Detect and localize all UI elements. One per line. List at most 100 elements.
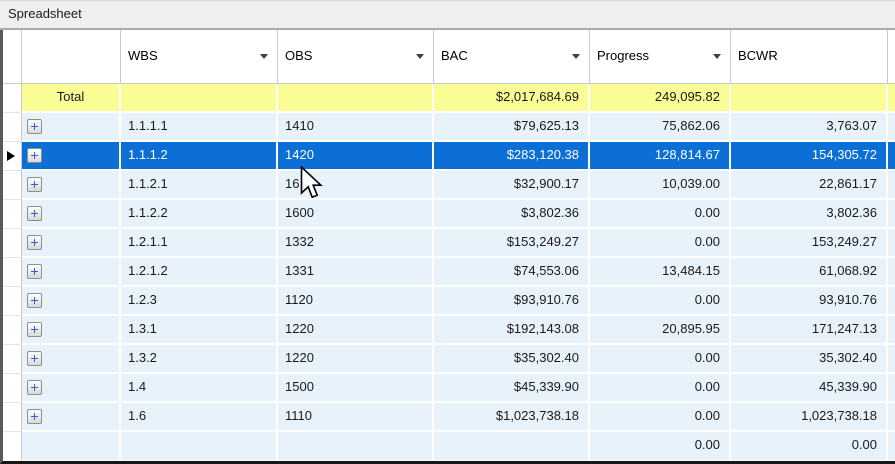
expand-button[interactable] bbox=[27, 293, 42, 308]
cell-progress[interactable]: 75,862.06 bbox=[590, 113, 731, 142]
cell-progress[interactable]: 0.00 bbox=[590, 287, 731, 316]
row-indicator-cell[interactable] bbox=[3, 403, 22, 432]
cell-bcwr[interactable]: 154,305.72 bbox=[731, 142, 888, 171]
filter-dropdown-icon[interactable] bbox=[572, 54, 580, 59]
cell-obs[interactable]: 1420 bbox=[278, 142, 434, 171]
total-progress-cell: 249,095.82 bbox=[590, 84, 731, 113]
row-indicator-cell[interactable] bbox=[3, 113, 22, 142]
cell-wbs[interactable]: 1.2.1.1 bbox=[121, 229, 278, 258]
cell-bac[interactable]: $32,900.17 bbox=[434, 171, 590, 200]
cell-wbs[interactable]: 1.2.3 bbox=[121, 287, 278, 316]
cell-obs[interactable]: 1410 bbox=[278, 113, 434, 142]
expand-button[interactable] bbox=[27, 177, 42, 192]
cell-bac[interactable] bbox=[434, 432, 590, 461]
cell-wbs[interactable]: 1.1.2.2 bbox=[121, 200, 278, 229]
expand-button[interactable] bbox=[27, 351, 42, 366]
cell-bac[interactable]: $93,910.76 bbox=[434, 287, 590, 316]
column-header-wbs[interactable]: WBS bbox=[121, 30, 278, 83]
cell-bac[interactable]: $192,143.08 bbox=[434, 316, 590, 345]
cell-progress[interactable]: 0.00 bbox=[590, 200, 731, 229]
table-row: 1.4 1500 $45,339.90 0.00 45,339.90 bbox=[3, 374, 895, 403]
cell-wbs[interactable]: 1.4 bbox=[121, 374, 278, 403]
expand-cell bbox=[22, 258, 121, 287]
cell-progress[interactable]: 20,895.95 bbox=[590, 316, 731, 345]
filter-dropdown-icon[interactable] bbox=[713, 54, 721, 59]
expand-button[interactable] bbox=[27, 409, 42, 424]
expand-button[interactable] bbox=[27, 119, 42, 134]
cell-bcwr[interactable]: 35,302.40 bbox=[731, 345, 888, 374]
expand-button[interactable] bbox=[27, 380, 42, 395]
cell-next-column-sliver bbox=[888, 200, 895, 229]
cell-bcwr[interactable]: 0.00 bbox=[731, 432, 888, 461]
expand-button[interactable] bbox=[27, 322, 42, 337]
cell-obs[interactable]: 1331 bbox=[278, 258, 434, 287]
expand-button[interactable] bbox=[27, 264, 42, 279]
cell-progress[interactable]: 0.00 bbox=[590, 345, 731, 374]
cell-wbs[interactable]: 1.3.1 bbox=[121, 316, 278, 345]
cell-obs[interactable]: 1120 bbox=[278, 287, 434, 316]
cell-obs[interactable]: 1110 bbox=[278, 403, 434, 432]
cell-progress[interactable]: 0.00 bbox=[590, 229, 731, 258]
cell-bac[interactable]: $74,553.06 bbox=[434, 258, 590, 287]
panel-header: Spreadsheet bbox=[0, 0, 895, 30]
column-header-bcwr[interactable]: BCWR bbox=[731, 30, 888, 83]
cell-wbs[interactable]: 1.1.2.1 bbox=[121, 171, 278, 200]
cell-bcwr[interactable]: 171,247.13 bbox=[731, 316, 888, 345]
cell-obs[interactable]: 1220 bbox=[278, 316, 434, 345]
cell-obs[interactable]: 1600 bbox=[278, 200, 434, 229]
cell-wbs[interactable]: 1.6 bbox=[121, 403, 278, 432]
expand-button[interactable] bbox=[27, 206, 42, 221]
cell-bcwr[interactable]: 61,068.92 bbox=[731, 258, 888, 287]
column-header-obs[interactable]: OBS bbox=[278, 30, 434, 83]
column-header-bac[interactable]: BAC bbox=[434, 30, 590, 83]
column-header-progress[interactable]: Progress bbox=[590, 30, 731, 83]
expand-button[interactable] bbox=[27, 148, 42, 163]
cell-progress[interactable]: 0.00 bbox=[590, 374, 731, 403]
cell-bac[interactable]: $45,339.90 bbox=[434, 374, 590, 403]
cell-progress[interactable]: 13,484.15 bbox=[590, 258, 731, 287]
cell-bcwr[interactable]: 153,249.27 bbox=[731, 229, 888, 258]
cell-bac[interactable]: $3,802.36 bbox=[434, 200, 590, 229]
cell-bac[interactable]: $1,023,738.18 bbox=[434, 403, 590, 432]
filter-dropdown-icon[interactable] bbox=[416, 54, 424, 59]
row-indicator-cell[interactable] bbox=[3, 316, 22, 345]
row-indicator-cell[interactable] bbox=[3, 142, 22, 171]
cell-wbs[interactable]: 1.3.2 bbox=[121, 345, 278, 374]
row-indicator-cell[interactable] bbox=[3, 258, 22, 287]
cell-bac[interactable]: $79,625.13 bbox=[434, 113, 590, 142]
filter-dropdown-icon[interactable] bbox=[260, 54, 268, 59]
cell-obs[interactable]: 1220 bbox=[278, 345, 434, 374]
row-indicator-cell[interactable] bbox=[3, 345, 22, 374]
row-indicator-cell[interactable] bbox=[3, 229, 22, 258]
row-indicator-cell[interactable] bbox=[3, 374, 22, 403]
row-indicator-cell[interactable] bbox=[3, 287, 22, 316]
cell-wbs[interactable]: 1.1.1.2 bbox=[121, 142, 278, 171]
cell-wbs[interactable]: 1.1.1.1 bbox=[121, 113, 278, 142]
cell-progress[interactable]: 0.00 bbox=[590, 403, 731, 432]
row-indicator-cell[interactable] bbox=[3, 200, 22, 229]
row-indicator-cell[interactable] bbox=[3, 171, 22, 200]
cell-wbs[interactable] bbox=[121, 432, 278, 461]
cell-bcwr[interactable]: 22,861.17 bbox=[731, 171, 888, 200]
cell-progress[interactable]: 128,814.67 bbox=[590, 142, 731, 171]
cell-progress[interactable]: 10,039.00 bbox=[590, 171, 731, 200]
row-indicator-cell bbox=[3, 432, 22, 461]
cell-bac[interactable]: $153,249.27 bbox=[434, 229, 590, 258]
cell-bcwr[interactable]: 1,023,738.18 bbox=[731, 403, 888, 432]
expand-button[interactable] bbox=[27, 235, 42, 250]
cell-wbs[interactable]: 1.2.1.2 bbox=[121, 258, 278, 287]
cell-obs[interactable]: 1500 bbox=[278, 374, 434, 403]
cell-bcwr[interactable]: 93,910.76 bbox=[731, 287, 888, 316]
cell-bcwr[interactable]: 3,763.07 bbox=[731, 113, 888, 142]
expand-cell bbox=[22, 142, 121, 171]
cell-bcwr[interactable]: 3,802.36 bbox=[731, 200, 888, 229]
cell-bac[interactable]: $283,120.38 bbox=[434, 142, 590, 171]
expand-cell bbox=[22, 345, 121, 374]
cell-obs[interactable] bbox=[278, 432, 434, 461]
cell-obs[interactable]: 1610 bbox=[278, 171, 434, 200]
cell-progress[interactable]: 0.00 bbox=[590, 432, 731, 461]
cell-obs[interactable]: 1332 bbox=[278, 229, 434, 258]
cell-bac[interactable]: $35,302.40 bbox=[434, 345, 590, 374]
cell-bcwr[interactable]: 45,339.90 bbox=[731, 374, 888, 403]
column-header-label: WBS bbox=[128, 48, 158, 63]
